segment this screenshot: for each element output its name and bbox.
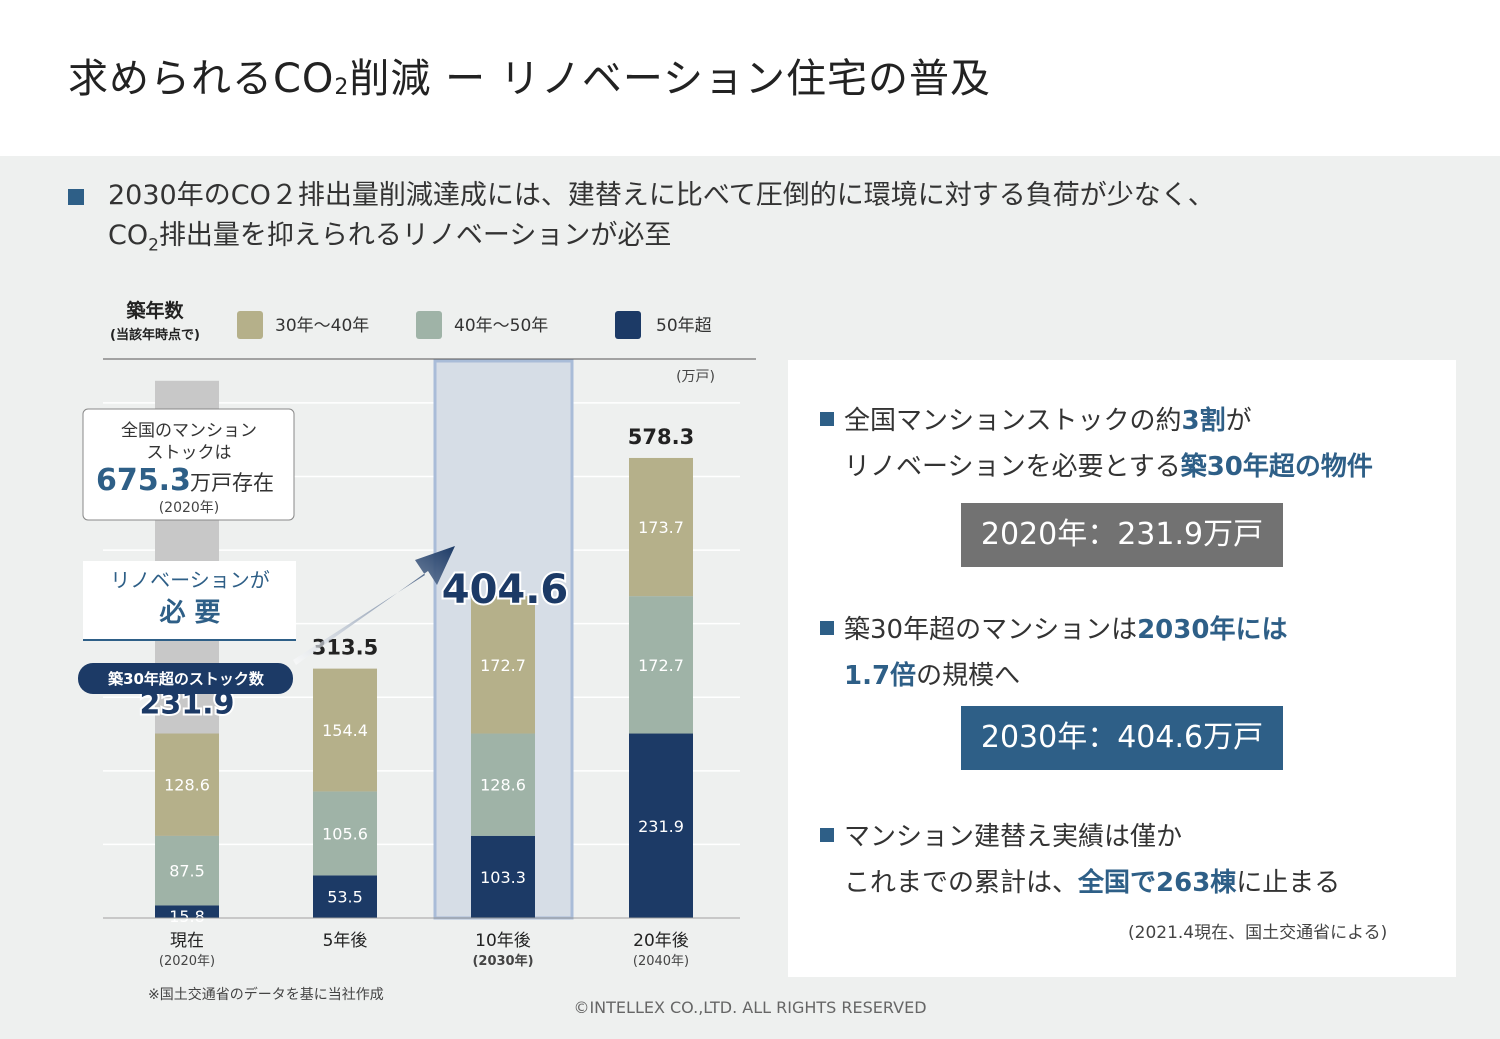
legend-swatch-30-40	[237, 311, 263, 339]
x-tick-sublabel: (2020年)	[159, 954, 215, 969]
legend-swatch-40-50	[416, 311, 442, 339]
lead-text: 2030年のCO２排出量削減達成には、建替えに比べて圧倒的に環境に対する負荷が少…	[108, 180, 1215, 256]
title-bar: 求められるCO2削減 ー リノベーション住宅の普及	[0, 0, 1500, 156]
arrow-value: 404.6	[442, 567, 569, 613]
box-2020: 2020年：231.9万戸	[961, 503, 1283, 567]
bar-value-label: 87.5	[169, 862, 205, 881]
stock-count-pill	[78, 663, 293, 694]
footnote: ※国土交通省のデータを基に当社作成	[148, 986, 384, 1003]
callout-suffix: 万戸存在	[190, 471, 274, 495]
x-tick-label: 10年後	[475, 931, 531, 951]
bar-segment	[629, 457, 693, 597]
renovation-line1: リノベーションが	[110, 568, 270, 592]
bar-value-label: 172.7	[638, 656, 684, 675]
bar-segment	[313, 875, 377, 918]
x-tick-label: 現在	[170, 931, 204, 951]
bar-segment	[155, 835, 219, 906]
bar-value-label: 173.7	[638, 518, 684, 537]
bar-segment	[155, 733, 219, 836]
box-2030: 2030年：404.6万戸	[961, 706, 1283, 770]
bar-segment	[471, 835, 535, 918]
x-axis-labels: 現在 (2020年) 5年後 10年後 (2030年) 20年後 (2040年)	[159, 931, 689, 969]
bar-value-label: 15.8	[169, 907, 205, 926]
bar-segment	[313, 668, 377, 792]
bars: 15.8 87.5 128.6 231.9 53.5 105.6 154.4 313.5 103…	[138, 425, 695, 926]
bullet-square-icon	[68, 189, 84, 205]
point-2: 築30年超のマンションは2030年には 1.7倍の規模へ	[820, 607, 1287, 699]
legend-label-40-50: 40年～50年	[454, 316, 548, 336]
bar-value-label: 103.3	[480, 868, 526, 887]
summary-panel	[788, 360, 1456, 977]
bar-value-label: 172.7	[480, 656, 526, 675]
renovation-line2: 必 要	[159, 598, 220, 628]
bar-value-label: 105.6	[322, 824, 368, 843]
bar-segment	[629, 596, 693, 734]
bar-total-label: 578.3	[628, 425, 694, 449]
legend-swatch-50plus	[615, 311, 641, 339]
callout-line1: 全国のマンション	[121, 421, 257, 441]
legend-label-30-40: 30年～40年	[275, 316, 369, 336]
x-tick-sublabel: (2030年)	[472, 953, 533, 969]
x-tick-sublabel: (2040年)	[633, 954, 689, 969]
bar-value-label: 53.5	[327, 888, 363, 907]
bar-value-label: 128.6	[164, 776, 210, 795]
bar-segment	[629, 733, 693, 918]
stock-callout	[82, 408, 295, 521]
bar-segment	[313, 791, 377, 876]
point-3: マンション建替え実績は僅か これまでの累計は、全国で263棟に止まる	[820, 814, 1340, 906]
source-note: (2021.4現在、国土交通省による)	[1128, 923, 1388, 943]
legend-label-50plus: 50年超	[656, 316, 712, 336]
renovation-label-box	[83, 561, 296, 640]
callout-year: (2020年)	[159, 500, 220, 516]
x-tick-label: 5年後	[323, 931, 368, 951]
bar-total-label: 313.5	[312, 636, 378, 660]
page-title: 求められるCO2削減 ー リノベーション住宅の普及	[68, 56, 992, 102]
callout-line2: ストックは	[147, 443, 232, 463]
legend-subheading: (当該年時点で)	[110, 327, 200, 343]
copyright: ©INTELLEX CO.,LTD. ALL RIGHTS RESERVED	[573, 998, 927, 1017]
callout-value: 675.3	[96, 463, 191, 498]
bar-segment	[155, 905, 219, 918]
bar-segment	[471, 596, 535, 734]
x-tick-label: 20年後	[633, 931, 689, 951]
pill-label: 築30年超のストック数	[107, 670, 265, 688]
legend-heading: 築年数	[125, 299, 184, 322]
unit-label: (万戸)	[676, 369, 715, 385]
bar-segment	[471, 733, 535, 836]
bar-value-label: 231.9	[638, 817, 684, 836]
bullet-square-icon	[820, 412, 834, 426]
bar-value-label: 128.6	[480, 776, 526, 795]
bullet-square-icon	[820, 828, 834, 842]
bullet-square-icon	[820, 621, 834, 635]
growth-arrow-icon	[293, 546, 455, 665]
point-1: 全国マンションストックの約3割が リノベーションを必要とする築30年超の物件	[820, 398, 1373, 490]
bar-value-label: 154.4	[322, 721, 368, 740]
